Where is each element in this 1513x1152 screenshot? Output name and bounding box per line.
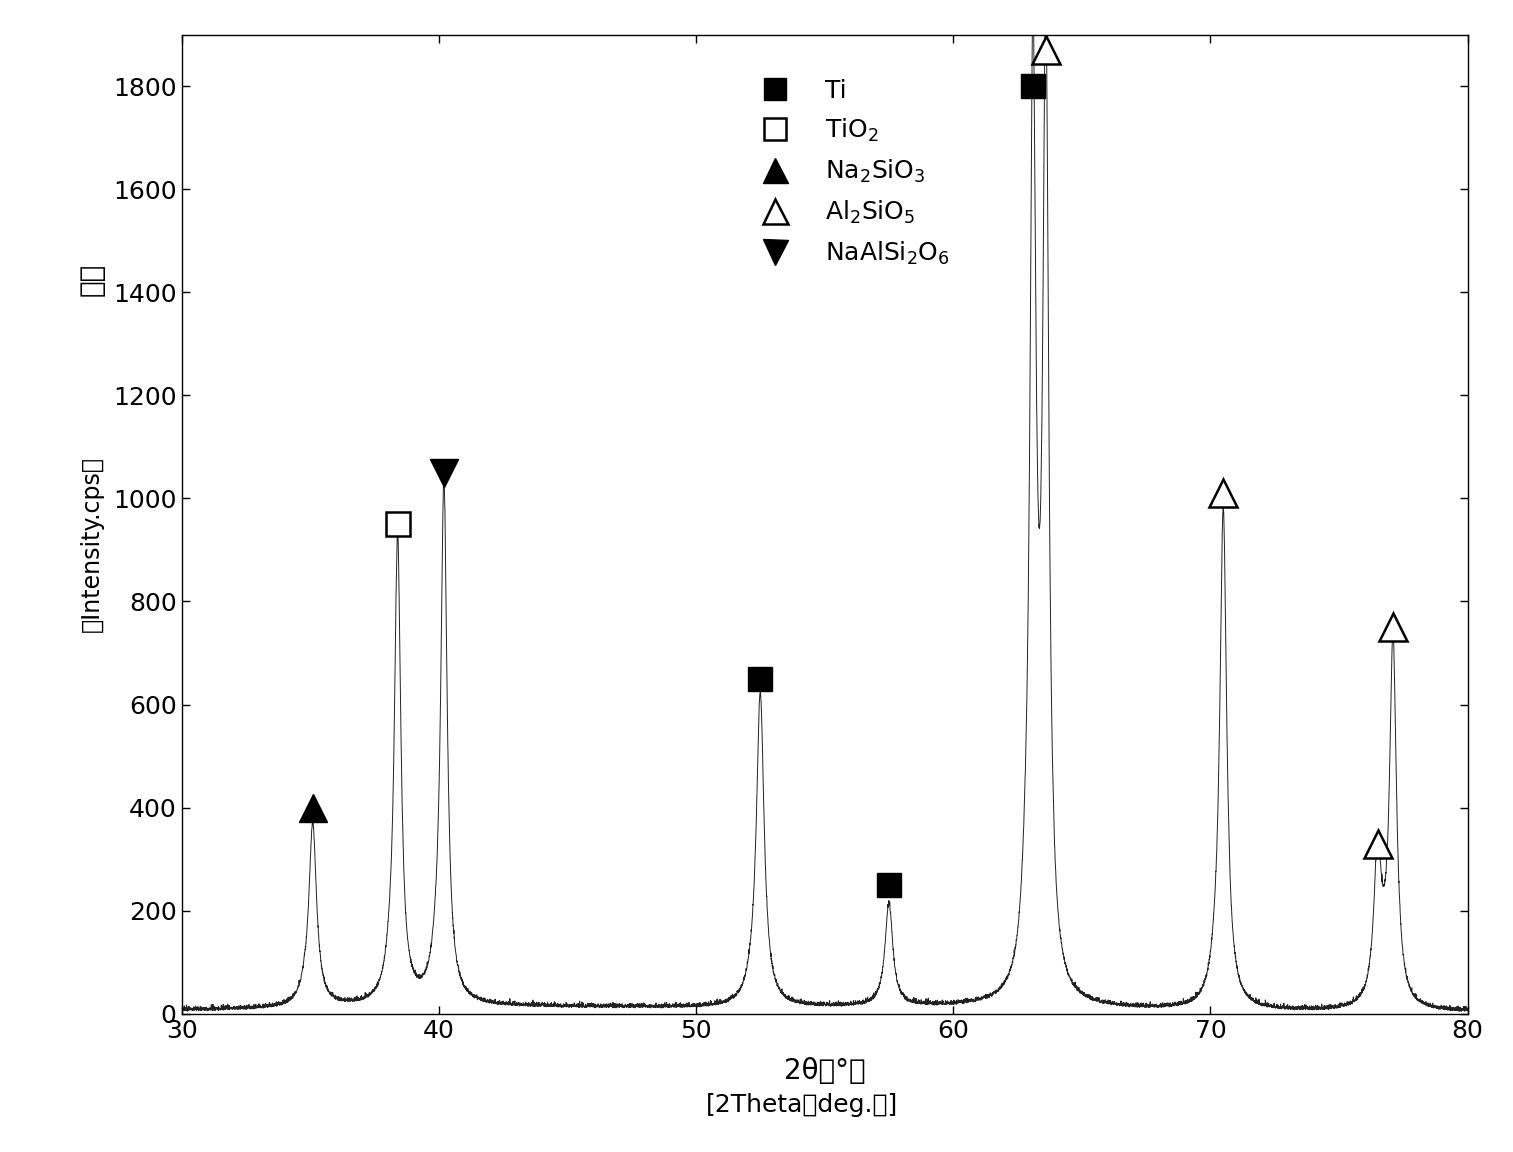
X-axis label: 2θ（°）: 2θ（°） (784, 1056, 865, 1084)
Text: （Intensity.cps）: （Intensity.cps） (80, 456, 103, 631)
Legend: Ti, TiO$_2$, Na$_2$SiO$_3$, Al$_2$SiO$_5$, NaAlSi$_2$O$_6$: Ti, TiO$_2$, Na$_2$SiO$_3$, Al$_2$SiO$_5… (738, 67, 962, 280)
Text: 强度: 强度 (77, 263, 106, 296)
Text: [2Theta（deg.）]: [2Theta（deg.）] (705, 1093, 899, 1117)
